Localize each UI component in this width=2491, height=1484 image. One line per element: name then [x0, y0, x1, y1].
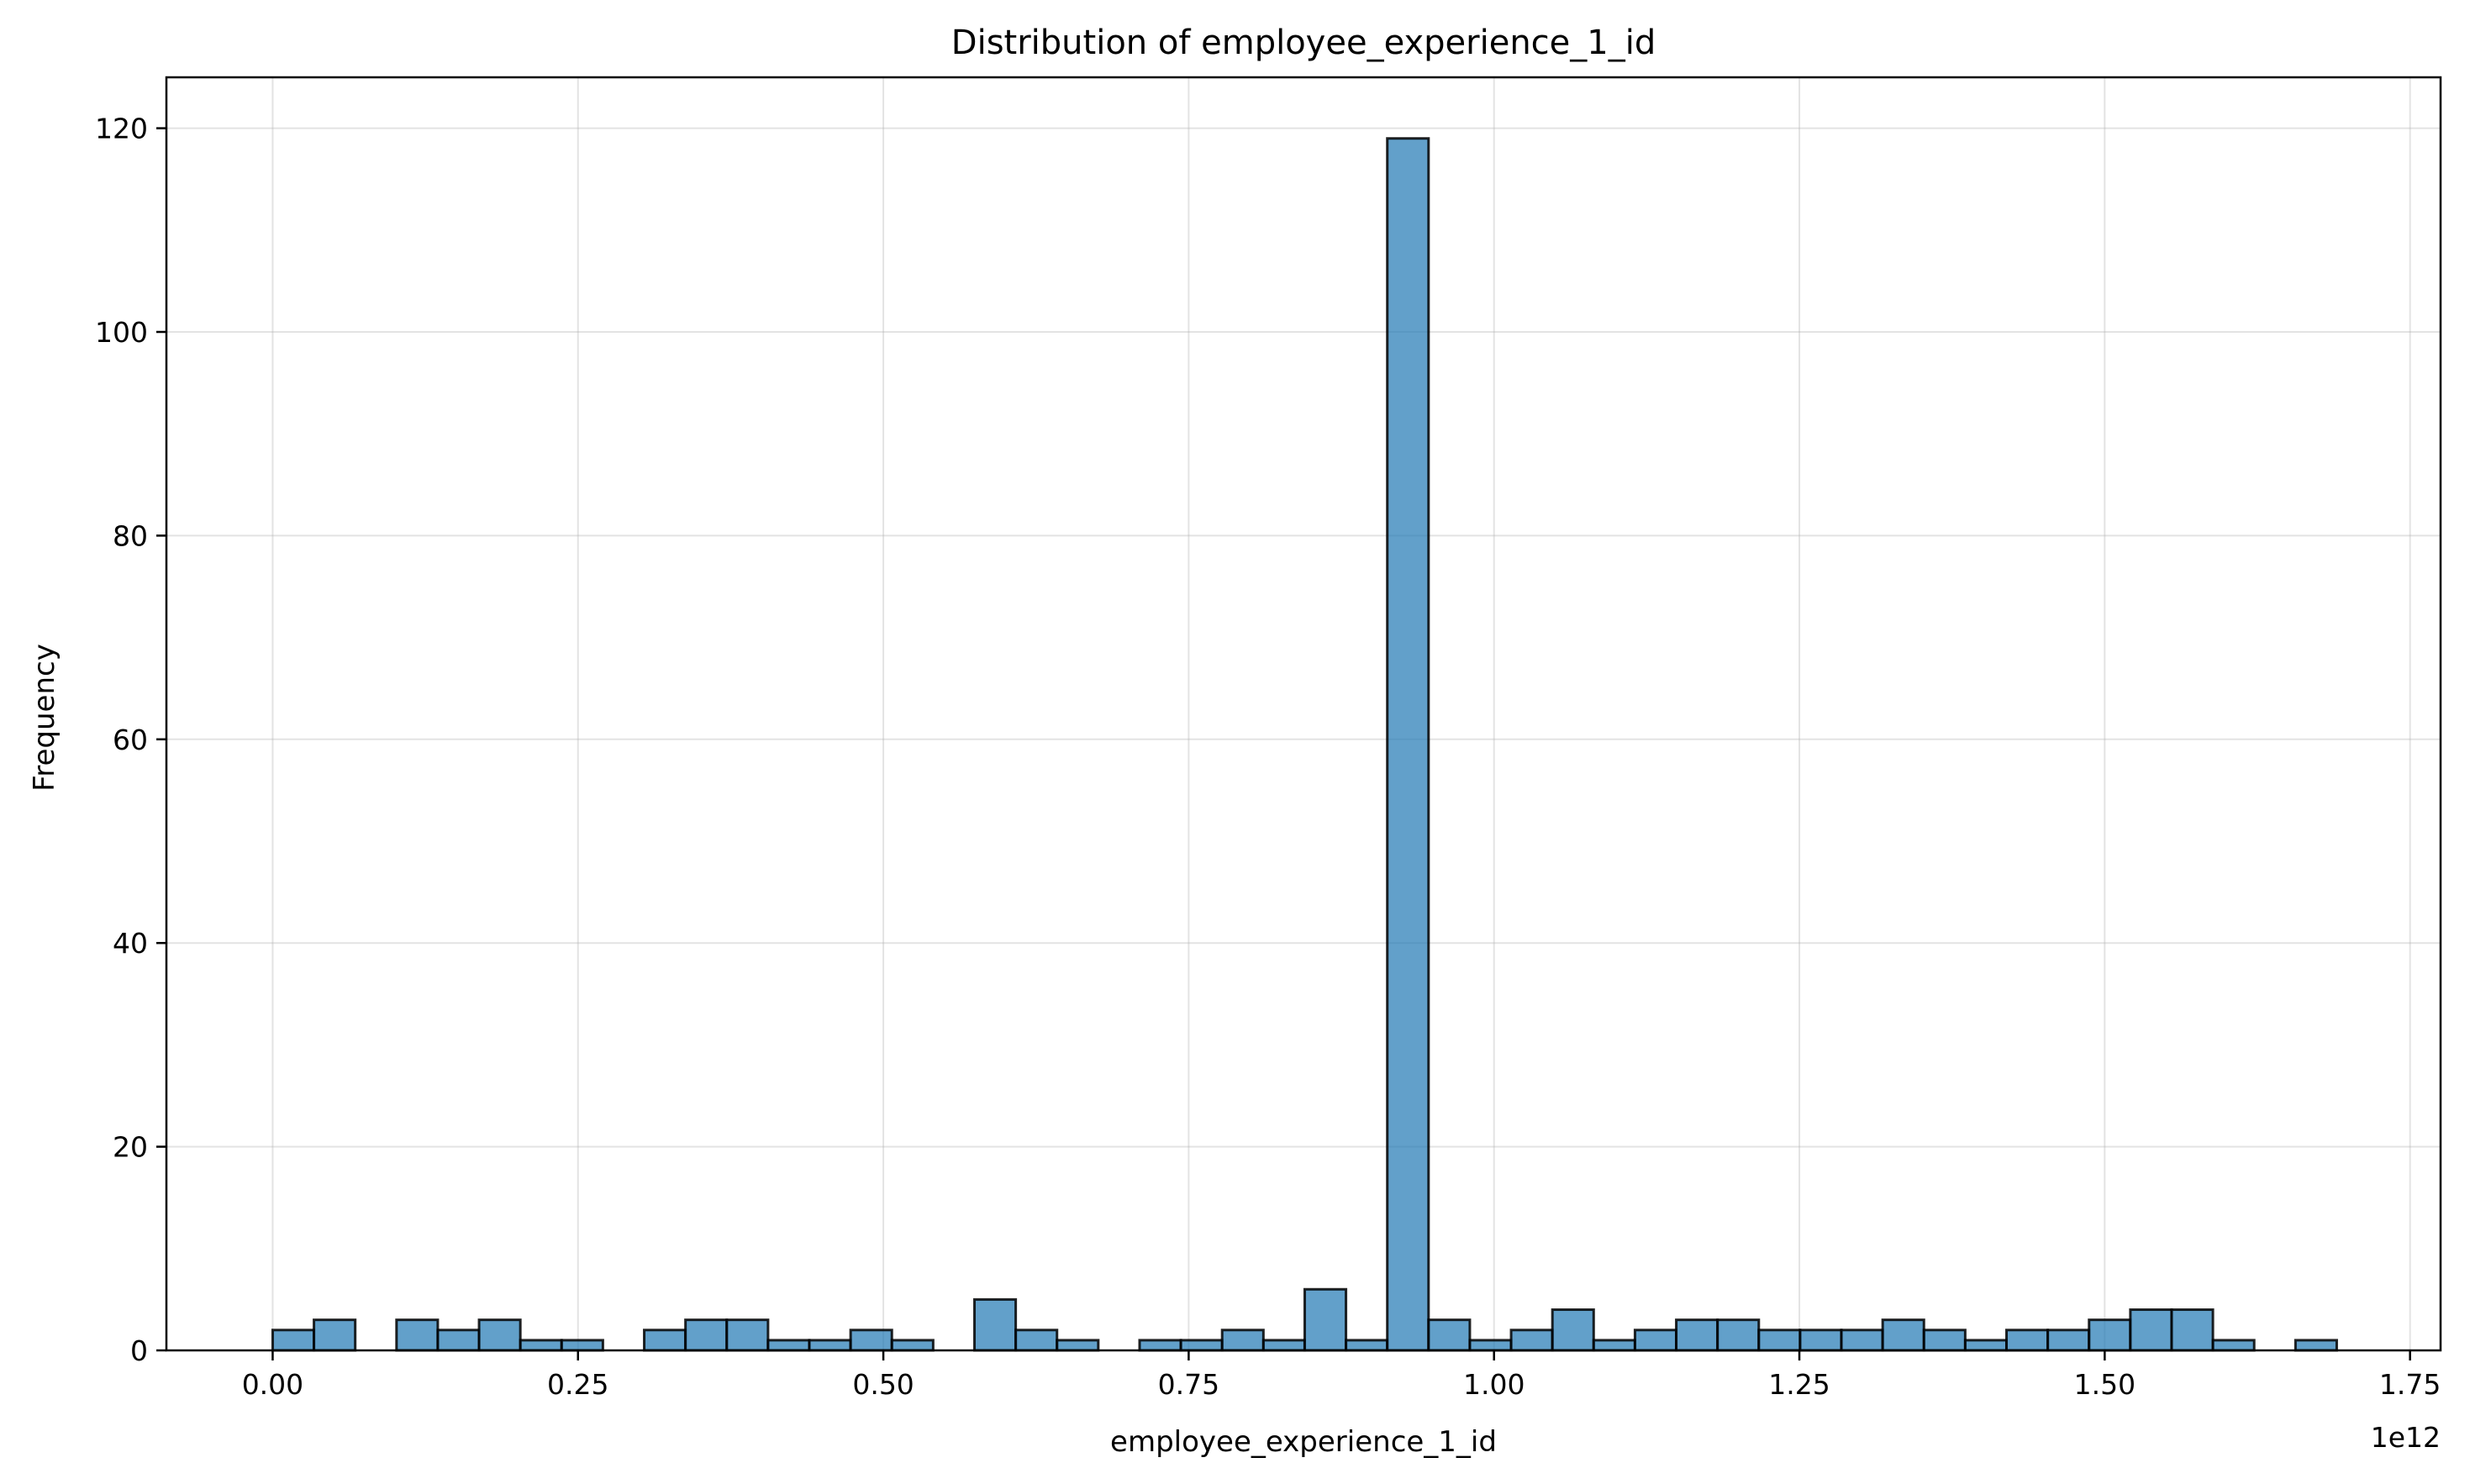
histogram-bar: [725, 1318, 770, 1352]
y-tick-label: 60: [113, 724, 148, 756]
histogram-bar: [1261, 1339, 1306, 1352]
histogram-bar: [1963, 1339, 2009, 1352]
histogram-bar: [766, 1339, 811, 1352]
x-tick-label: 1.75: [2379, 1368, 2441, 1401]
histogram-bar: [1014, 1329, 1059, 1352]
histogram-bar: [1386, 137, 1430, 1352]
histogram-bar: [436, 1329, 481, 1352]
histogram-bar: [1345, 1339, 1389, 1352]
histogram-bar: [1840, 1329, 1884, 1352]
y-tick-label: 20: [113, 1131, 148, 1164]
y-tick-label: 120: [95, 113, 148, 145]
histogram-bar: [1675, 1318, 1719, 1352]
histogram-bar: [477, 1318, 522, 1352]
ticks-layer: 0.00 0.25 0.50 0.75 1.00 1.25 1.50 1.75 0 20 40 60 8…: [95, 113, 2441, 1401]
histogram-bar: [2129, 1308, 2173, 1352]
histogram-bar: [2088, 1318, 2132, 1352]
histogram-bar: [1427, 1318, 1472, 1352]
histogram-bar: [271, 1329, 316, 1352]
histogram-bar: [2294, 1339, 2338, 1352]
histogram-bar: [972, 1297, 1018, 1352]
histogram-bar: [560, 1339, 604, 1352]
histogram-bar: [1509, 1329, 1554, 1352]
x-tick-label: 0.75: [1158, 1368, 1219, 1401]
histogram-bar: [395, 1318, 440, 1352]
x-tick-label: 1.00: [1463, 1368, 1525, 1401]
histogram-bar: [2170, 1308, 2215, 1352]
grid-layer: [166, 77, 2441, 1351]
histogram-bar: [643, 1329, 687, 1352]
x-tick-label: 0.25: [547, 1368, 608, 1401]
y-tick-label: 40: [113, 927, 148, 960]
histogram-bar: [1138, 1339, 1182, 1352]
y-tick-label: 100: [95, 316, 148, 349]
histogram-bar: [2005, 1329, 2050, 1352]
x-axis-label: employee_experience_1_id: [1110, 1425, 1497, 1459]
histogram-bar: [890, 1339, 935, 1352]
histogram-bar: [1922, 1329, 1967, 1352]
x-tick-label: 0.50: [852, 1368, 914, 1401]
histogram-bar: [1881, 1318, 1925, 1352]
histogram-bar: [1056, 1339, 1100, 1352]
histogram-bar: [519, 1339, 563, 1352]
histogram-bar: [1551, 1308, 1595, 1352]
histogram-bar: [684, 1318, 729, 1352]
histogram-bar: [1303, 1287, 1348, 1352]
y-tick-label: 0: [130, 1334, 148, 1367]
y-tick-label: 80: [113, 519, 148, 552]
histogram-bar: [1592, 1339, 1636, 1352]
bars-layer: [271, 137, 2338, 1352]
plot-frame: [165, 76, 2442, 1352]
histogram-bar: [808, 1339, 852, 1352]
histogram-bar: [1220, 1329, 1265, 1352]
histogram-bar: [313, 1318, 357, 1352]
x-tick-label: 0.00: [242, 1368, 303, 1401]
y-axis-label: Frequency: [28, 644, 61, 792]
histogram-bar: [1468, 1339, 1513, 1352]
histogram-bar: [2211, 1339, 2256, 1352]
x-tick-label: 1.50: [2074, 1368, 2136, 1401]
histogram-bar: [1757, 1329, 1802, 1352]
histogram-bar: [1179, 1339, 1224, 1352]
histogram-bar: [1798, 1329, 1843, 1352]
histogram-bar: [849, 1329, 893, 1352]
x-offset-label: 1e12: [2371, 1421, 2441, 1454]
histogram-bar: [1716, 1318, 1761, 1352]
histogram-bar: [1633, 1329, 1678, 1352]
x-tick-label: 1.25: [1768, 1368, 1830, 1401]
histogram-bar: [2046, 1329, 2091, 1352]
chart-title: Distribution of employee_experience_1_id: [951, 24, 1656, 62]
